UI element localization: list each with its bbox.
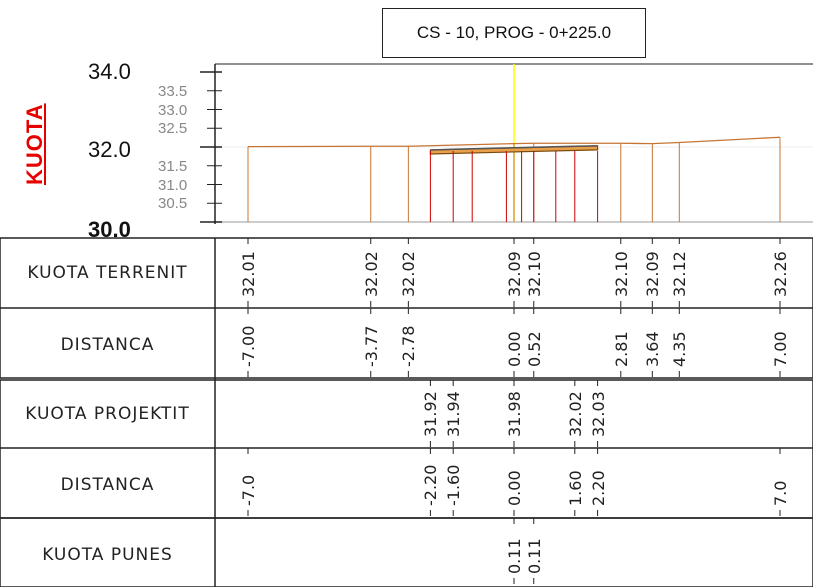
y-minor-label: 32.5: [158, 120, 188, 138]
row-value: 0.11: [524, 538, 544, 574]
row-value: 32.12: [670, 251, 690, 297]
row-value: 31.94: [444, 391, 464, 437]
row-value: 32.02: [399, 251, 419, 297]
row-value: 32.26: [771, 251, 790, 297]
y-minor-label: 33.5: [158, 82, 188, 100]
row-value: 2.20: [588, 470, 608, 506]
row-value: 0.11: [505, 538, 524, 574]
row-value: -2.20: [421, 464, 441, 506]
row-value: 7.0: [771, 480, 790, 506]
y-major-label: 32.0: [88, 137, 131, 162]
section-title-box: CS - 10, PROG - 0+225.0: [382, 8, 646, 58]
table-block-1: [0, 237, 813, 379]
row-label: DISTANCA: [60, 335, 155, 355]
row-value: 32.09: [643, 251, 663, 297]
row-label: KUOTA PROJEKTIT: [25, 404, 190, 424]
row-value: 32.10: [611, 251, 631, 297]
row-value: 31.92: [421, 391, 441, 437]
row-value: 32.10: [524, 251, 544, 297]
row-value: 0.00: [505, 331, 524, 367]
y-major-label: 34.0: [88, 59, 131, 84]
row-value: 1.60: [565, 470, 585, 506]
row-value: 2.81: [611, 331, 631, 367]
y-minor-label: 31.5: [158, 157, 188, 175]
y-minor-label: 33.0: [158, 101, 188, 119]
row-value: 32.01: [239, 251, 258, 297]
row-value: 32.09: [505, 251, 524, 297]
row-label: KUOTA PUNES: [42, 545, 173, 565]
row-value: -1.60: [444, 464, 464, 506]
y-minor-label: 31.0: [158, 176, 188, 194]
row-value: 32.02: [361, 251, 381, 297]
row-value: -7.00: [239, 325, 258, 367]
y-minor-label: 30.5: [158, 195, 188, 213]
row-value: 4.35: [670, 331, 690, 367]
row-label: DISTANCA: [60, 475, 155, 495]
row-value: 31.98: [505, 391, 524, 437]
row-value: 0.52: [524, 331, 544, 367]
project-profile-line: [430, 145, 598, 151]
section-title: CS - 10, PROG - 0+225.0: [416, 23, 612, 42]
row-value: 0.00: [505, 470, 524, 506]
row-value: -3.77: [361, 325, 381, 367]
row-value: -2.78: [399, 325, 419, 367]
elevation-axis-label: KUOTA: [22, 103, 47, 185]
row-value: 3.64: [643, 331, 663, 367]
y-major-label: 30.0: [88, 217, 131, 242]
row-label: KUOTA TERRENIT: [27, 263, 188, 283]
table-block-2: [0, 379, 813, 519]
row-value: 7.00: [771, 331, 790, 367]
row-value: -7.0: [239, 474, 258, 506]
table-block-3: [0, 517, 813, 587]
row-value: 32.03: [588, 391, 608, 437]
row-value: 32.02: [565, 391, 585, 437]
